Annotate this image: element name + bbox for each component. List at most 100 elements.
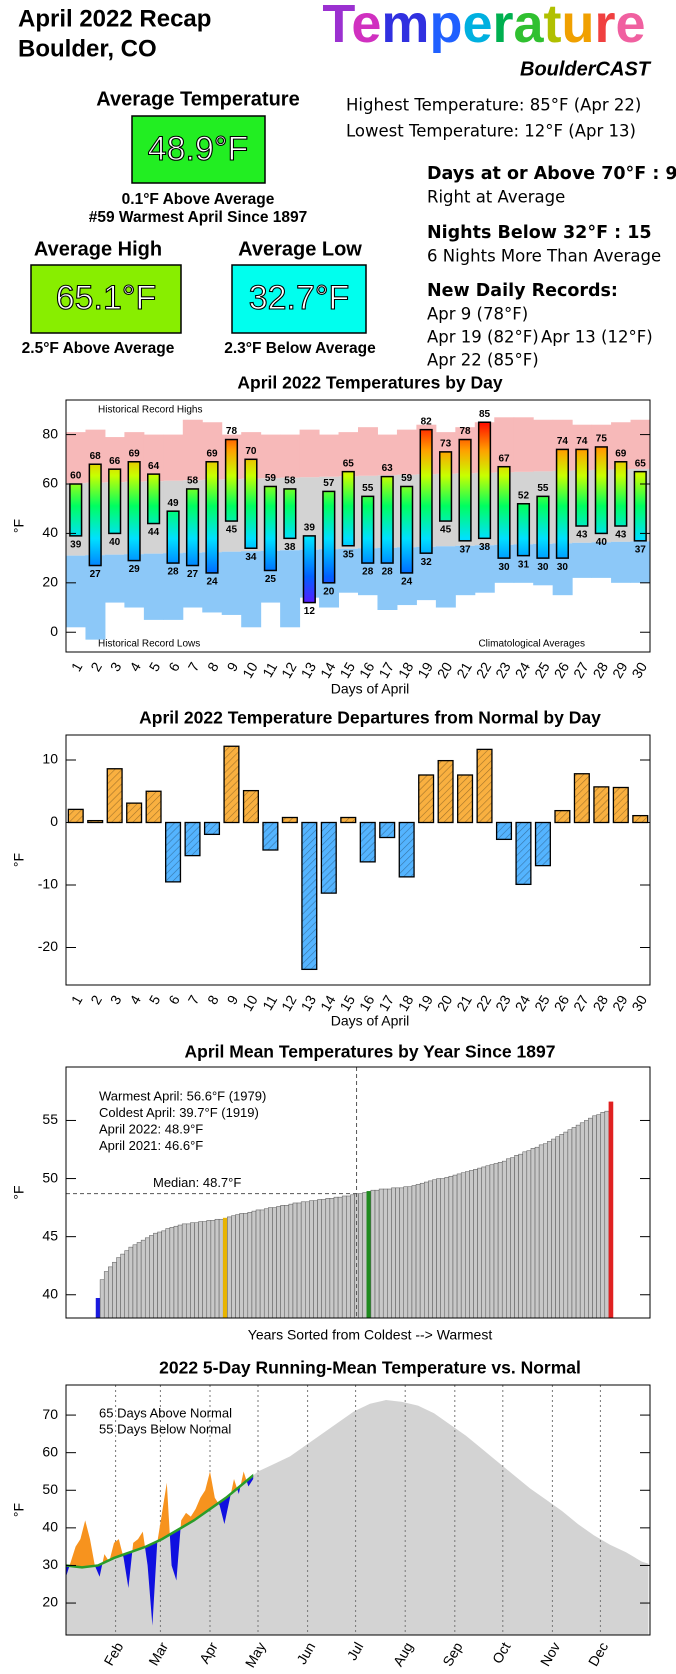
year-bar xyxy=(604,1110,610,1318)
departure-bar xyxy=(495,821,513,841)
temp-range-bar xyxy=(147,473,161,525)
year-bar xyxy=(456,1173,462,1318)
plot-frame xyxy=(65,1384,651,1636)
chart-title: April 2022 Temperatures by Day xyxy=(237,373,502,393)
departure-bar xyxy=(203,821,221,836)
high-label: 65 xyxy=(635,458,647,469)
year-bar xyxy=(116,1257,121,1318)
x-tick-label: 26 xyxy=(551,992,573,1014)
record-low-band xyxy=(124,554,145,608)
year-bar xyxy=(534,1146,540,1318)
year-bar xyxy=(251,1210,257,1318)
summary-box xyxy=(30,264,182,334)
year-bar xyxy=(350,1194,355,1318)
x-tick-label: 17 xyxy=(375,659,397,681)
low-label: 27 xyxy=(90,569,102,580)
summary-value: 32.7°F xyxy=(249,279,350,317)
year-bar xyxy=(362,1192,368,1318)
high-label: 57 xyxy=(323,478,335,489)
year-bar xyxy=(325,1198,331,1318)
departure-bar xyxy=(165,821,182,883)
year-bar xyxy=(489,1164,495,1318)
year-bar xyxy=(493,1163,499,1318)
year-bar xyxy=(120,1253,125,1318)
record-low-band xyxy=(416,546,437,601)
low-label: 39 xyxy=(70,540,82,551)
departure-bar xyxy=(632,814,649,824)
y-tick-label: 50 xyxy=(42,1481,58,1497)
year-bar xyxy=(227,1216,232,1318)
year-bar xyxy=(288,1203,294,1318)
year-bar xyxy=(202,1221,208,1318)
departure-bar xyxy=(67,808,84,824)
year-bar xyxy=(526,1150,532,1318)
x-tick-label: 10 xyxy=(239,992,261,1014)
high-label: 55 xyxy=(537,483,549,494)
high-label: 74 xyxy=(576,436,588,447)
year-bar xyxy=(444,1177,450,1318)
temp-range-bar xyxy=(555,448,569,559)
high-label: 68 xyxy=(90,451,102,462)
x-tick-label: 11 xyxy=(259,992,280,1013)
year-bar xyxy=(124,1250,130,1318)
temp-range-bar xyxy=(69,483,83,537)
year-bar xyxy=(149,1235,154,1318)
record-low-band xyxy=(435,546,456,608)
low-label: 30 xyxy=(498,562,510,573)
year-bar xyxy=(596,1114,601,1318)
record-low-band xyxy=(474,545,495,593)
record-low-band xyxy=(280,550,301,628)
x-axis-label: Years Sorted from Coldest --> Warmest xyxy=(248,1327,493,1343)
low-label: 30 xyxy=(537,562,549,573)
temp-range-bar xyxy=(166,510,180,564)
record-low-band xyxy=(104,554,125,603)
year-bar xyxy=(136,1242,142,1318)
x-tick-label: 25 xyxy=(531,659,553,681)
year-bar xyxy=(317,1199,322,1318)
legend-entry: 65 Days Above Normal xyxy=(99,1405,232,1420)
band-label: Historical Record Lows xyxy=(98,639,200,650)
summary-note: 2.5°F Above Average xyxy=(22,340,175,357)
record-high-band xyxy=(163,434,184,481)
record-high-band xyxy=(533,419,554,472)
low-label: 37 xyxy=(635,544,647,555)
chart-title: 2022 5-Day Running-Mean Temperature vs. … xyxy=(159,1358,581,1378)
high-label: 49 xyxy=(168,498,180,509)
year-bar xyxy=(547,1141,552,1318)
y-tick-label: -20 xyxy=(38,938,58,954)
summary-value: 48.9°F xyxy=(148,130,249,168)
y-axis-label: °F xyxy=(11,1503,27,1517)
year-bar xyxy=(428,1180,433,1318)
temp-range-bar xyxy=(263,485,277,572)
low-label: 45 xyxy=(226,525,238,536)
temp-range-bar xyxy=(575,448,589,527)
high-label: 85 xyxy=(479,409,491,420)
year-bar xyxy=(473,1169,478,1318)
year-bar xyxy=(300,1201,306,1318)
departure-bar xyxy=(612,786,629,824)
low-label: 29 xyxy=(129,564,141,575)
legend-entry: 55 Days Below Normal xyxy=(99,1421,231,1436)
year-bar xyxy=(276,1206,281,1318)
temp-range-bar xyxy=(127,461,141,562)
y-tick-label: 60 xyxy=(42,1443,58,1459)
x-tick-label: 14 xyxy=(317,659,339,681)
high-label: 73 xyxy=(440,439,452,450)
year-bar xyxy=(567,1129,573,1318)
record-low-band xyxy=(455,545,476,596)
x-tick-label: 27 xyxy=(570,992,592,1014)
year-bar xyxy=(592,1115,597,1318)
year-bar xyxy=(177,1224,183,1318)
year-bar xyxy=(280,1205,285,1318)
temp-range-bar xyxy=(633,470,647,542)
high-label: 64 xyxy=(148,461,160,472)
low-label: 37 xyxy=(460,544,472,555)
low-label: 12 xyxy=(304,606,316,617)
departure-bar xyxy=(184,821,201,857)
year-bar xyxy=(465,1171,470,1318)
y-tick-label: 0 xyxy=(50,813,58,829)
departure-bar xyxy=(262,821,279,851)
year-bar xyxy=(366,1191,372,1318)
year-bar xyxy=(95,1297,101,1318)
x-tick-label: 21 xyxy=(453,992,475,1014)
